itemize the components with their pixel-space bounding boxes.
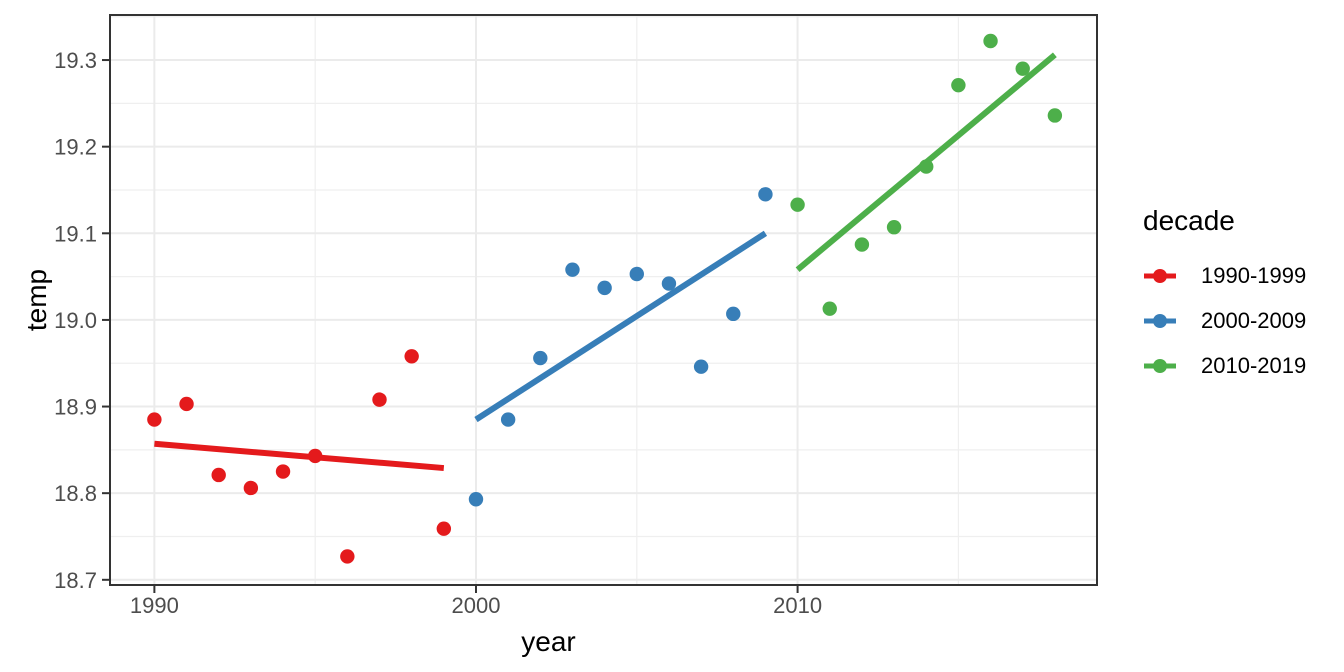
data-point bbox=[243, 480, 259, 496]
y-tick-label: 19.0 bbox=[54, 308, 97, 333]
points-2010-2019 bbox=[790, 33, 1063, 316]
data-point bbox=[661, 276, 677, 291]
points-1990-1999 bbox=[147, 349, 452, 564]
data-point bbox=[307, 448, 323, 464]
data-point bbox=[211, 467, 226, 483]
data-point bbox=[533, 350, 548, 366]
x-axis-title: year bbox=[521, 626, 576, 657]
line-dot-key-icon bbox=[1144, 358, 1176, 373]
legend-item-2010s: 2010-2019 bbox=[1143, 343, 1306, 388]
data-point bbox=[726, 306, 741, 322]
y-tick-label: 18.7 bbox=[54, 568, 97, 593]
legend-item-1990s: 1990-1999 bbox=[1143, 253, 1306, 298]
data-point bbox=[951, 77, 966, 93]
x-axis-ticks: 1990 2000 2010 bbox=[130, 585, 822, 618]
y-tick-label: 19.1 bbox=[54, 221, 97, 246]
y-tick-label: 19.2 bbox=[54, 135, 97, 160]
data-point bbox=[629, 266, 644, 282]
y-axis-title: temp bbox=[21, 268, 53, 332]
data-point bbox=[147, 412, 162, 427]
data-point bbox=[693, 359, 709, 374]
data-point bbox=[436, 521, 452, 536]
legend: decade 1990-1999 2000-2009 2010-2019 bbox=[1143, 205, 1306, 388]
y-tick-label: 18.8 bbox=[54, 481, 97, 506]
data-point bbox=[758, 187, 773, 202]
trend-line-2000-2009 bbox=[474, 230, 768, 423]
panel-border bbox=[109, 14, 1098, 586]
data-point bbox=[565, 262, 580, 277]
x-tick-label: 1990 bbox=[130, 593, 179, 618]
data-point bbox=[372, 392, 387, 407]
data-point bbox=[822, 301, 837, 316]
data-point bbox=[597, 280, 612, 296]
grid-major bbox=[110, 15, 1097, 585]
legend-item-label: 1990-1999 bbox=[1201, 262, 1307, 288]
data-point bbox=[275, 464, 291, 479]
data-point bbox=[919, 159, 934, 174]
y-axis-ticks: 18.7 18.8 18.9 19.0 19.1 19.2 19.3 bbox=[54, 48, 110, 593]
x-tick-label: 2000 bbox=[452, 593, 501, 618]
data-point bbox=[179, 396, 194, 412]
y-tick-label: 18.9 bbox=[54, 395, 97, 420]
trend-line-1990-1999 bbox=[154, 440, 445, 472]
x-tick-label: 2010 bbox=[773, 593, 822, 618]
data-point bbox=[886, 220, 902, 235]
legend-items: 1990-1999 2000-2009 2010-2019 bbox=[1143, 253, 1306, 388]
data-point bbox=[1047, 108, 1063, 123]
legend-item-2000s: 2000-2009 bbox=[1143, 298, 1306, 343]
points-2000-2009 bbox=[468, 187, 773, 507]
grid-minor bbox=[110, 15, 1097, 585]
data-point bbox=[404, 349, 419, 364]
data-point bbox=[340, 549, 355, 564]
data-point bbox=[500, 412, 516, 427]
line-dot-key-icon bbox=[1144, 313, 1176, 328]
data-point bbox=[468, 492, 484, 507]
data-point bbox=[1015, 61, 1030, 76]
legend-title: decade bbox=[1143, 205, 1235, 236]
data-point bbox=[983, 33, 998, 49]
legend-item-label: 2000-2009 bbox=[1201, 307, 1307, 333]
data-point bbox=[854, 237, 870, 252]
legend-item-label: 2010-2019 bbox=[1201, 352, 1307, 378]
data-point bbox=[790, 197, 805, 212]
y-tick-label: 19.3 bbox=[54, 48, 97, 73]
line-dot-key-icon bbox=[1144, 268, 1176, 283]
